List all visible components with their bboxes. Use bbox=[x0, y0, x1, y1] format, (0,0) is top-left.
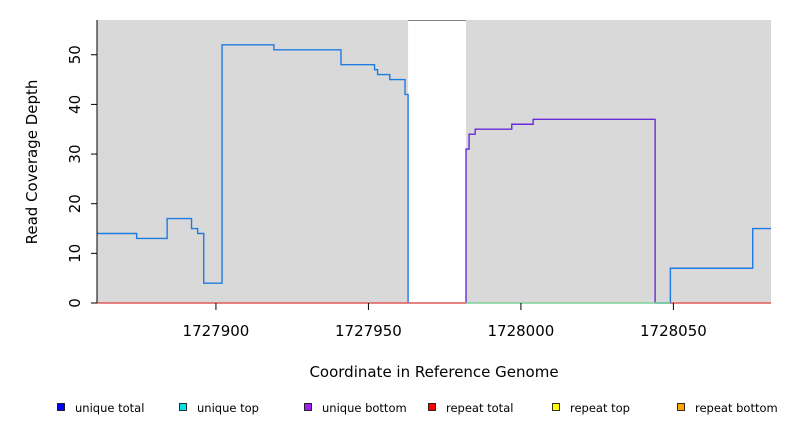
y-tick-label: 20 bbox=[66, 194, 84, 213]
legend: unique total unique top unique bottom repea… bbox=[57, 401, 778, 415]
y-tick-label: 30 bbox=[66, 145, 84, 164]
y-tick-label: 10 bbox=[66, 244, 84, 263]
y-tick-label: 50 bbox=[66, 45, 84, 64]
series-line-1 bbox=[97, 44, 409, 303]
legend-swatch bbox=[677, 403, 685, 411]
legend-swatch bbox=[57, 403, 65, 411]
x-tick-label: 1727900 bbox=[183, 322, 250, 340]
legend-swatch bbox=[304, 403, 312, 411]
plot-background bbox=[97, 20, 771, 303]
legend-label: repeat top bbox=[570, 401, 630, 415]
x-tick-label: 1728050 bbox=[640, 322, 707, 340]
legend-label: unique top bbox=[197, 401, 259, 415]
legend-label: repeat total bbox=[446, 401, 513, 415]
series-layer bbox=[97, 44, 771, 304]
legend-swatch bbox=[428, 403, 436, 411]
axes-layer: 0 10 20 30 40 50 1727900 1727950 1728000 1728050 bbox=[66, 20, 707, 340]
unmasked-region bbox=[408, 20, 467, 303]
legend-swatch bbox=[552, 403, 560, 411]
y-axis-title: Read Coverage Depth bbox=[23, 80, 41, 245]
x-tick-label: 1728000 bbox=[488, 322, 555, 340]
legend-label: unique total bbox=[75, 401, 144, 415]
y-tick-label: 0 bbox=[66, 298, 84, 308]
legend-label: repeat bottom bbox=[695, 401, 778, 415]
series-line-2 bbox=[465, 118, 656, 303]
legend-swatch bbox=[179, 403, 187, 411]
legend-label: unique bottom bbox=[322, 401, 407, 415]
y-tick-label: 40 bbox=[66, 95, 84, 114]
x-axis-title: Coordinate in Reference Genome bbox=[309, 363, 558, 381]
x-tick-label: 1727950 bbox=[335, 322, 402, 340]
